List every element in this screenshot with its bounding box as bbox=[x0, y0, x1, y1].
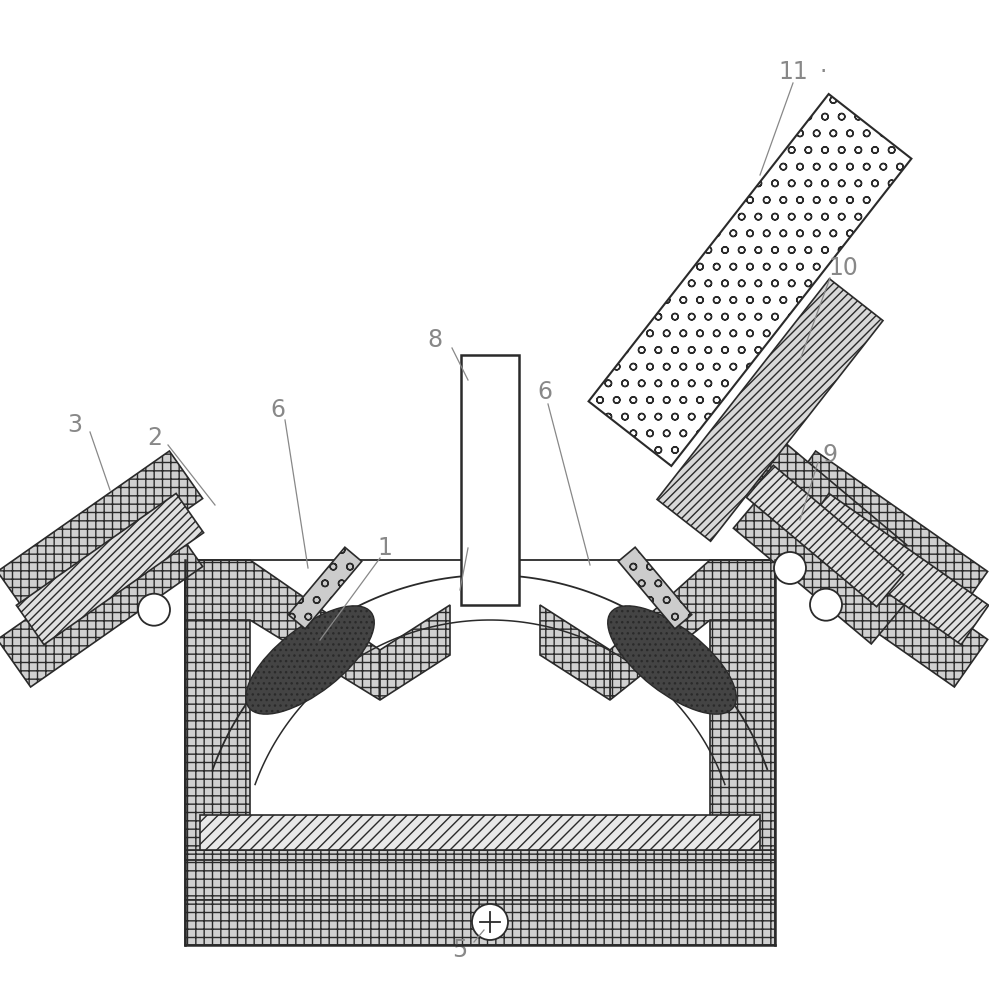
Polygon shape bbox=[380, 605, 450, 700]
Polygon shape bbox=[734, 486, 907, 644]
Polygon shape bbox=[185, 900, 775, 945]
Text: 1: 1 bbox=[378, 536, 393, 560]
Text: 9: 9 bbox=[823, 443, 838, 467]
Polygon shape bbox=[540, 605, 610, 700]
Polygon shape bbox=[185, 600, 250, 850]
Circle shape bbox=[774, 552, 806, 584]
Circle shape bbox=[810, 589, 842, 621]
Polygon shape bbox=[782, 519, 988, 687]
Polygon shape bbox=[801, 493, 989, 645]
Polygon shape bbox=[610, 560, 775, 700]
Text: .: . bbox=[820, 53, 828, 77]
Text: 10: 10 bbox=[828, 256, 857, 280]
Text: 11: 11 bbox=[778, 60, 808, 84]
Polygon shape bbox=[618, 547, 691, 629]
Circle shape bbox=[138, 594, 170, 626]
Polygon shape bbox=[657, 279, 883, 541]
Ellipse shape bbox=[607, 606, 736, 714]
Polygon shape bbox=[710, 600, 775, 850]
Polygon shape bbox=[588, 94, 912, 466]
Polygon shape bbox=[17, 493, 204, 645]
Text: 3: 3 bbox=[67, 413, 82, 437]
Polygon shape bbox=[747, 465, 904, 607]
Text: 6: 6 bbox=[271, 398, 286, 422]
Polygon shape bbox=[200, 815, 760, 850]
Polygon shape bbox=[185, 850, 775, 900]
Text: 8: 8 bbox=[427, 328, 442, 352]
Text: 6: 6 bbox=[537, 380, 553, 404]
Polygon shape bbox=[288, 547, 362, 629]
Polygon shape bbox=[734, 429, 907, 587]
Circle shape bbox=[472, 904, 508, 940]
Text: 2: 2 bbox=[147, 426, 162, 450]
Bar bbox=[461, 355, 519, 605]
Text: 5: 5 bbox=[452, 938, 468, 962]
Polygon shape bbox=[185, 560, 380, 700]
Ellipse shape bbox=[245, 606, 374, 714]
Polygon shape bbox=[0, 519, 203, 687]
Polygon shape bbox=[782, 451, 988, 619]
Text: 4: 4 bbox=[461, 523, 476, 547]
Polygon shape bbox=[0, 451, 203, 619]
